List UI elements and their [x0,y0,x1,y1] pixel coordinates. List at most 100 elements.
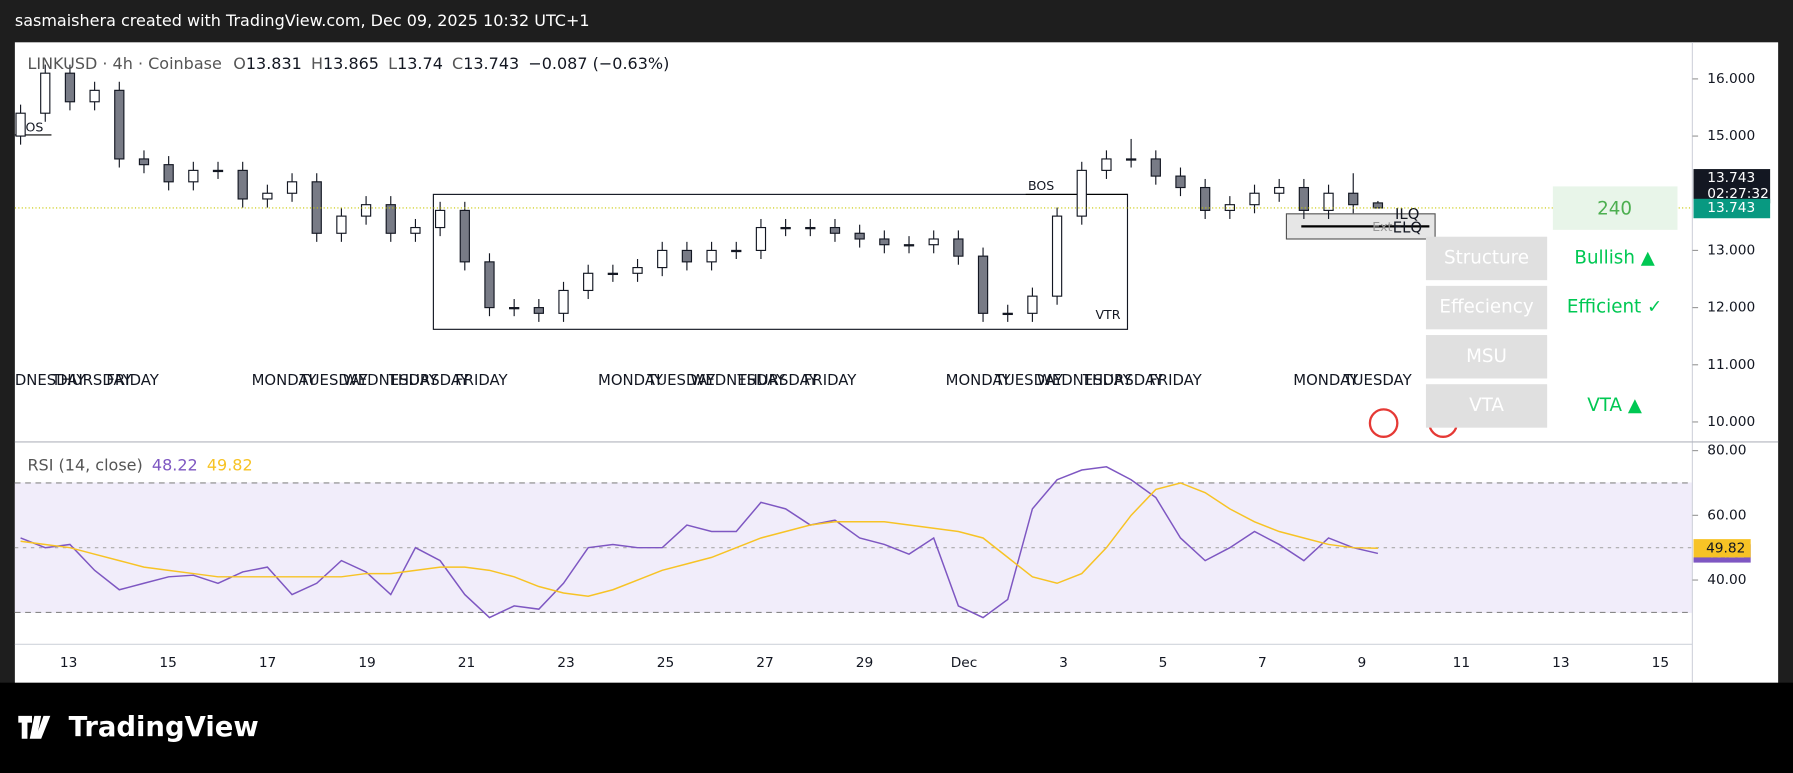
header-text: L [388,54,397,73]
watermark: sasmaishera created with TradingView.com… [15,11,590,30]
x-tick-label: 29 [856,655,873,671]
panel-header: 240 [1597,198,1632,219]
y-tick-label: 40.00 [1707,572,1746,588]
panel-value: Efficient ✓ [1567,297,1663,318]
header-text: C [452,54,463,73]
header-text: 13.865 [323,54,379,73]
candle-body [237,169,248,200]
weekday-label: THURSDAY [737,371,819,389]
candle-body [1051,215,1063,297]
rsi-axis-label: 49.82 [1706,540,1745,556]
y-tick-label: 13.000 [1707,242,1755,258]
weekday-label: FRIDAY [106,371,159,389]
candle-body [1076,169,1087,217]
candle-body [1125,158,1137,161]
header-text: 13.743 [463,54,519,73]
annotation: VTR [1095,307,1120,322]
y-tick-label: 11.000 [1707,357,1755,373]
symbol-header: LINKUSD · 4h · Coinbase O13.831 H13.865 L13… [27,54,669,73]
x-tick-label: 23 [557,655,574,671]
x-tick-label: 7 [1258,655,1267,671]
weekday-label: WEDNESDAY [1037,371,1133,389]
candle-body [1274,186,1285,194]
weekday-label: TUESDAY [1343,371,1413,389]
brand: TradingView [69,712,259,743]
candle-body [854,232,865,240]
header-text: −0.087 (−0.63%) [528,54,669,73]
candle-body [583,272,594,292]
rsi-legend: RSI (14, close) 48.22 49.82 [27,455,252,474]
weekday-label: TUESDAY [994,371,1064,389]
candle-body [360,204,372,217]
y-tick-label: 80.00 [1707,443,1746,459]
candle-body [286,181,298,194]
rsi-value: 48.22 [152,455,198,474]
candle-body [138,158,150,166]
candle-body [188,169,199,183]
annotation: Ext [1372,219,1392,234]
weekday-label: TUESDAY [646,371,716,389]
candle-body [657,249,668,269]
panel-label: VTA [1469,395,1504,416]
candle-body [1150,158,1161,177]
price-label-bg [1693,198,1771,219]
candle-body [755,226,767,251]
annotation: ELQ [1393,219,1422,237]
candle-body [879,238,890,246]
candle-body [706,249,717,263]
weekday-label: THURSDAY [388,371,470,389]
y-tick-label: 12.000 [1707,300,1755,316]
candle-body [1002,312,1013,316]
x-tick-label: 21 [458,655,475,671]
candle-body [1027,295,1038,314]
panel-cell [1425,236,1548,281]
header-text: O [233,54,246,73]
candle-body [163,164,174,183]
weekday-label: MONDAY [1293,371,1359,389]
candle-body [385,204,396,234]
weekday-label: TUESDAY [299,371,369,389]
weekday-label: DNESDAY [15,371,87,389]
annotation: ILQ [1395,205,1419,223]
x-tick-label: 27 [756,655,773,671]
panel-label: Structure [1444,247,1529,268]
candle-body [805,226,816,230]
panel-cell [1425,384,1548,428]
x-tick-label: 25 [657,655,674,671]
candle-body [731,249,742,253]
weekday-label: FRIDAY [455,371,508,389]
weekday-label: THURSDAY [50,371,132,389]
candle-body [681,249,693,263]
price-label: 13.743 [1707,170,1755,186]
candle-body [89,89,100,103]
candle-body [1348,192,1359,206]
candle-body [977,255,989,314]
weekday-label: WEDNESDAY [343,371,439,389]
candle-body [1200,186,1211,211]
y-tick-label: 60.00 [1707,507,1746,523]
x-tick-label: 3 [1059,655,1068,671]
panel-label: MSU [1466,346,1507,367]
candle-body [558,289,569,314]
x-tick-label: 15 [159,655,176,671]
weekday-label: THURSDAY [1082,371,1164,389]
candle-body [829,226,841,234]
candle-body [780,226,791,230]
panel-label: Effeciency [1439,297,1533,318]
x-tick-label: 11 [1453,655,1470,671]
price-label: 13.743 [1707,200,1755,216]
header-text: 13.831 [246,54,302,73]
flag-icon[interactable] [1368,408,1399,438]
candle-body [40,72,51,114]
x-tick-label: 5 [1159,655,1168,671]
candle-body [484,261,495,309]
candle-body [212,169,224,173]
weekday-label: WEDNESDAY [691,371,787,389]
panel-value: Bullish ▲ [1574,247,1654,268]
panel-header-bg [1552,186,1678,230]
candle-body [1298,186,1310,211]
candle-body [953,238,964,257]
weekday-label: MONDAY [252,371,318,389]
